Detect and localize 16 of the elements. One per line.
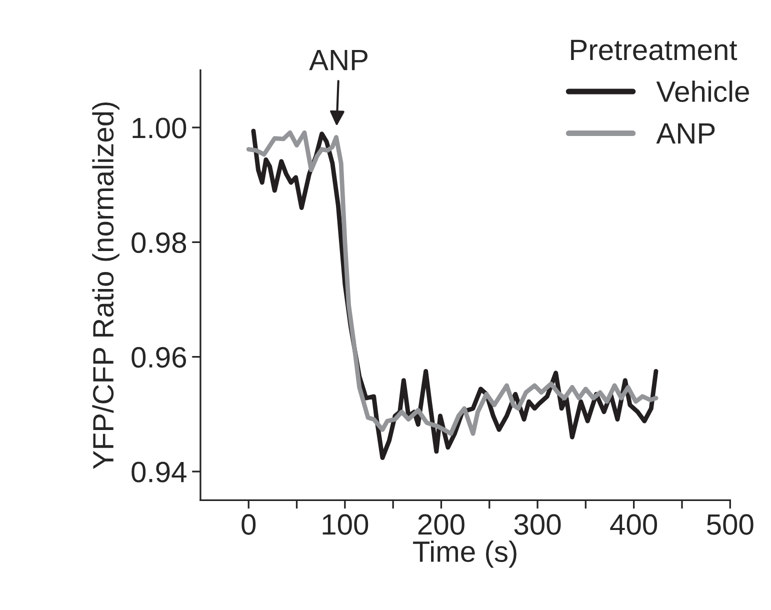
legend-title: Pretreatment	[571, 40, 738, 60]
x-tick-label: 200	[418, 514, 464, 535]
x-tick-label: 400	[610, 514, 658, 535]
x-tick-label: 100	[322, 514, 368, 535]
y-tick-label: 0.94	[132, 462, 186, 482]
legend-label: ANP	[656, 123, 715, 144]
x-tick-label: 300	[514, 514, 561, 535]
x-tick-label: 500	[706, 514, 754, 535]
y-tick-label: 1.00	[132, 118, 186, 138]
y-tick-label: 0.96	[132, 347, 186, 368]
y-tick-label: 0.98	[132, 232, 186, 254]
x-tick-label: 0	[242, 514, 256, 535]
legend-label: Vehicle	[656, 80, 749, 102]
y-axis-title: YFP/CFP Ratio (normalized)	[92, 102, 120, 470]
annotation: ANP	[309, 50, 368, 70]
x-axis-title: Time (s)	[413, 540, 516, 568]
